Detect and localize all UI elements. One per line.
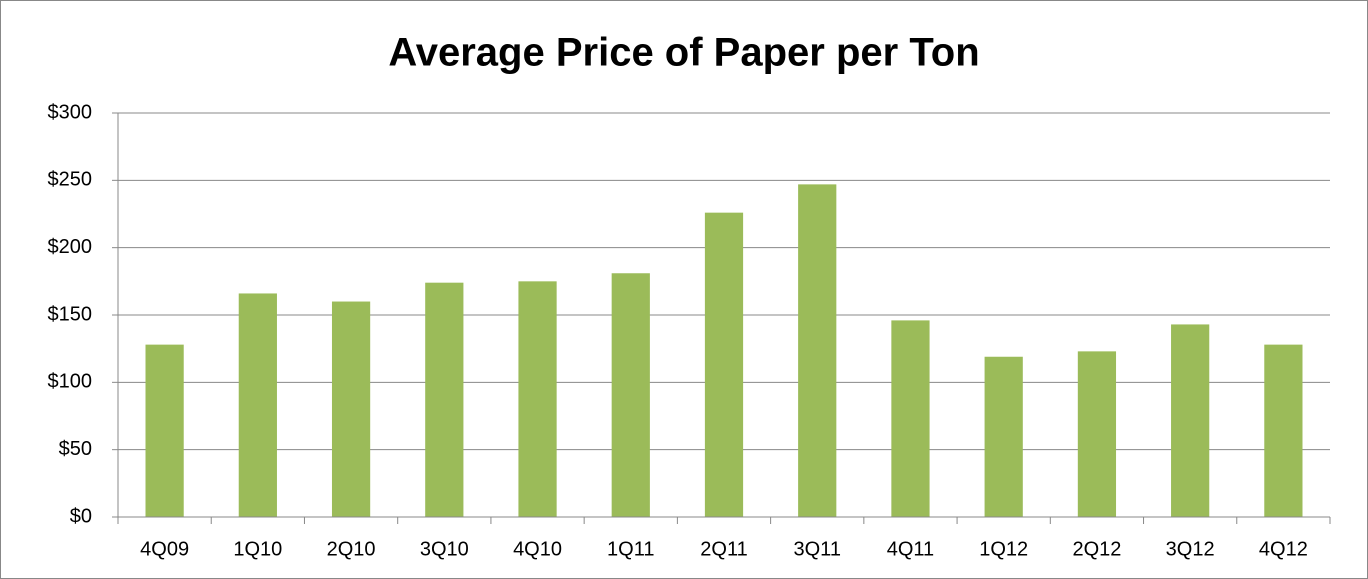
- x-tick-label: 2Q11: [700, 538, 747, 560]
- y-tick-label: $0: [70, 505, 92, 527]
- x-tick-label: 4Q12: [1259, 538, 1308, 560]
- bar: [1264, 344, 1303, 517]
- x-tick-label: 1Q11: [607, 538, 654, 560]
- y-tick-label: $50: [59, 438, 92, 460]
- bar: [1077, 351, 1117, 517]
- x-tick-label: 2Q10: [327, 538, 376, 560]
- bar: [798, 184, 837, 517]
- bar: [611, 273, 650, 517]
- y-tick-label: $100: [48, 371, 93, 393]
- x-tick-label: 3Q10: [420, 538, 469, 560]
- x-tick-label: 2Q12: [1072, 538, 1121, 560]
- bar: [984, 356, 1023, 517]
- bar: [238, 293, 277, 517]
- y-tick-label: $300: [48, 101, 93, 123]
- x-tick-label: 3Q12: [1166, 538, 1215, 560]
- x-tick-label: 4Q10: [513, 538, 562, 560]
- x-tick-label: 1Q12: [979, 538, 1028, 560]
- bar: [704, 212, 744, 518]
- y-tick-label: $150: [48, 303, 93, 325]
- x-tick-label: 4Q09: [140, 538, 189, 560]
- y-tick-label: $250: [48, 169, 93, 191]
- chart-title: Average Price of Paper per Ton: [388, 31, 979, 75]
- bar: [331, 301, 371, 517]
- bar: [145, 344, 184, 517]
- bar: [891, 320, 930, 517]
- y-tick-label: $200: [48, 236, 93, 258]
- bar: [1171, 324, 1210, 517]
- x-tick-label: 4Q11: [887, 538, 934, 560]
- x-tick-label: 3Q11: [794, 538, 841, 560]
- x-tick-label: 1Q10: [233, 538, 282, 560]
- bar: [518, 281, 557, 517]
- bar: [425, 282, 464, 517]
